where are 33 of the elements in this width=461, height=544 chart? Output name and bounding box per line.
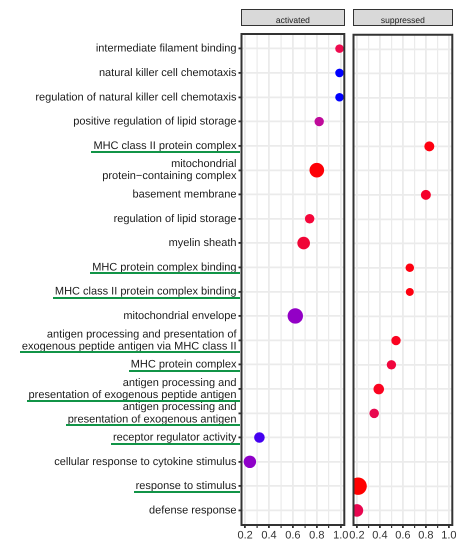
x-tick-label: 1.0	[441, 530, 456, 542]
y-tick-label: response to stimulus	[136, 480, 237, 492]
y-tick-label: MHC class II protein complex binding	[54, 286, 236, 298]
panel-header: activated	[240, 9, 346, 26]
y-tick-label: intermediate filament binding	[96, 42, 236, 55]
x-tick-label: 0.2	[349, 530, 365, 542]
chart-title: activated	[276, 15, 310, 25]
chart-title: suppressed	[380, 15, 425, 25]
x-tick-label: 0.6	[285, 530, 301, 542]
y-tick-label: regulation of natural killer cell chemotaxis	[35, 91, 237, 104]
y-tick-label: antigen processing and presentation of exogenous antigen	[68, 401, 236, 426]
y-tick-label: regulation of lipid storage	[114, 212, 236, 225]
x-tick-label: 0.4	[261, 530, 277, 542]
y-tick-label: positive regulation of lipid storage	[73, 116, 236, 128]
y-tick-label: mitochondrial envelope	[123, 310, 236, 322]
x-tick-label: 1.0	[333, 530, 348, 542]
y-tick-label: antigen processing and presentation of exogenous peptide antigen via MHC class II	[22, 328, 238, 352]
x-tick-label: 0.8	[418, 530, 434, 542]
x-tick-label: 0.8	[309, 530, 324, 542]
y-tick-label: MHC class II protein complex	[93, 140, 237, 152]
y-tick-label: defense response	[149, 504, 236, 516]
x-tick-label: 0.6	[395, 530, 411, 542]
y-tick-label: myelin sheath	[168, 237, 236, 250]
y-tick-label: receptor regulator activity	[113, 432, 237, 444]
y-tick-label: natural killer cell chemotaxis	[98, 66, 237, 79]
y-tick-label: basement membrane	[132, 188, 236, 200]
panel-header: suppressed	[352, 9, 454, 26]
x-tick-label: 0.2	[237, 530, 253, 542]
y-tick-label: cellular response to cytokine stimulus	[54, 456, 237, 468]
y-tick-label: MHC protein complex	[130, 358, 237, 371]
x-tick-label: 0.4	[372, 530, 388, 542]
y-tick-label: mitochondrial protein−containing complex	[102, 158, 237, 182]
y-tick-label: MHC protein complex binding	[92, 261, 236, 274]
